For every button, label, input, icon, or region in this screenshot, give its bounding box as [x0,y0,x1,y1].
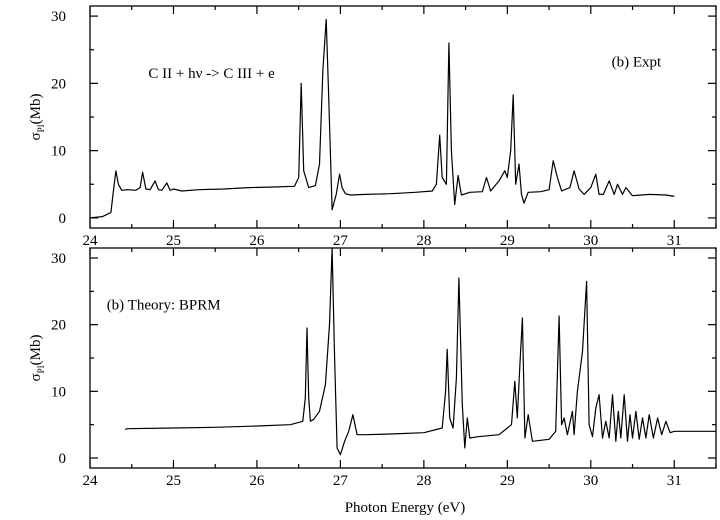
annotation-theory-label: (b) Theory: BPRM [107,297,221,313]
y-tick-label: 20 [51,76,66,92]
y-axis-label: σPI(Mb) [28,94,46,141]
annotation-reaction: C II + hν -> C III + e [148,66,275,82]
y-axis-label: σPI(Mb) [28,335,46,382]
x-tick-label: 26 [249,473,265,489]
x-tick-label: 26 [249,233,265,249]
y-axis-label-symbol: σ [28,373,44,381]
series-line-theory [124,247,716,456]
y-tick-label: 0 [59,451,67,467]
y-tick-label: 30 [51,251,66,267]
x-tick-label: 29 [500,233,515,249]
x-tick-label: 27 [333,473,349,489]
y-axis-label-unit: (Mb) [28,335,44,366]
y-tick-label: 20 [51,318,66,334]
x-tick-label: 28 [416,473,431,489]
x-tick-label: 30 [583,473,598,489]
y-axis-label-subscript: PI [36,365,46,373]
x-tick-label: 27 [333,233,349,249]
y-axis-label-subscript: PI [36,124,46,132]
y-tick-label: 30 [51,9,66,25]
x-tick-label: 31 [667,233,682,249]
x-tick-label: 25 [166,233,181,249]
y-axis-label-unit: (Mb) [28,94,44,125]
y-axis-label-symbol: σ [28,132,44,140]
x-axis-label: Photon Energy (eV) [345,500,466,516]
x-tick-label: 31 [667,473,682,489]
series-line-expt [89,18,675,219]
plot-frame [89,247,717,469]
y-tick-label: 10 [51,384,66,400]
x-tick-label: 24 [83,473,99,489]
x-tick-label: 25 [166,473,181,489]
y-tick-label: 0 [59,211,67,227]
annotation-expt-label: (b) Expt [612,55,662,71]
y-tick-label: 10 [51,144,66,160]
top-panel: 24 25 26 27 28 29 30 31 0 10 20 30 σPI(Mb) C II + hν … [28,5,717,249]
x-tick-label: 24 [83,233,99,249]
x-tick-label: 29 [500,473,515,489]
x-tick-label: 30 [583,233,598,249]
bottom-panel: 24 25 26 27 28 29 30 31 0 10 20 30 σPI(Mb) (b) Theory… [28,247,717,489]
x-tick-label: 28 [416,233,431,249]
